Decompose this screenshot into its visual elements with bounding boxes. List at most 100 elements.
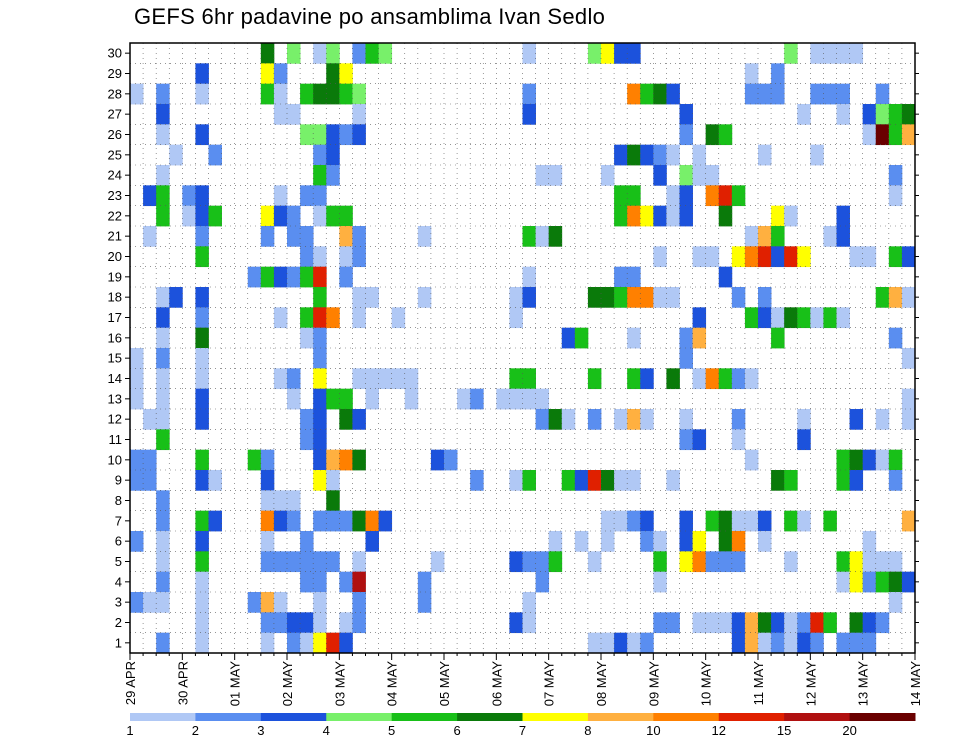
precip-cell (195, 348, 209, 369)
precip-cell (287, 510, 301, 532)
precip-cell (273, 510, 288, 532)
precip-cell (679, 165, 693, 186)
precip-cell (758, 531, 772, 552)
precip-cell (601, 531, 615, 552)
precip-cell (640, 632, 654, 654)
precip-cell (313, 144, 327, 166)
precip-cell (339, 612, 353, 634)
precip-cell (849, 612, 864, 634)
precip-cell (535, 551, 550, 573)
precip-cell (823, 307, 837, 329)
precip-cell (143, 470, 157, 491)
precip-cell (653, 205, 667, 227)
precip-cell (758, 307, 772, 329)
precip-cell (195, 185, 209, 207)
precip-cell (273, 592, 288, 613)
precip-cell (901, 409, 916, 430)
precip-cell (836, 104, 850, 125)
x-tick-label: 11 MAY (751, 661, 766, 706)
precip-cell (653, 144, 667, 166)
precip-cell (823, 612, 837, 634)
precip-cell (260, 83, 275, 105)
precip-cell (758, 226, 772, 247)
precip-cell (705, 510, 720, 532)
precip-cell (509, 612, 523, 634)
precip-cell (888, 165, 903, 186)
y-tick-label: 19 (108, 269, 122, 284)
precip-cell (731, 368, 746, 390)
precip-cell (758, 287, 772, 308)
colorbar-segment (784, 713, 851, 721)
x-tick-label: 02 MAY (280, 661, 295, 707)
precip-cell (744, 632, 759, 654)
precip-cell (601, 510, 615, 532)
precip-cell (300, 124, 314, 146)
x-tick-label: 29 APR (123, 661, 138, 705)
precip-cell (627, 185, 641, 207)
precip-cell (561, 409, 576, 430)
precip-cell (784, 632, 798, 654)
precip-cell (195, 632, 209, 654)
precip-cell (640, 83, 654, 105)
precip-cell (744, 612, 759, 634)
precip-cell (758, 510, 772, 532)
precip-cell (339, 510, 353, 532)
precip-cell (195, 246, 209, 268)
precip-cell (273, 104, 288, 125)
precip-cell (273, 205, 288, 227)
precip-cell (836, 571, 850, 593)
precip-cell (758, 632, 772, 654)
precip-cell (313, 165, 327, 186)
precip-cell (287, 388, 301, 410)
y-tick-label: 25 (108, 147, 122, 162)
precip-cell (156, 388, 170, 410)
precip-cell (901, 571, 916, 593)
precip-cell (208, 470, 222, 491)
precip-cell (614, 205, 628, 227)
precip-cell (758, 83, 772, 105)
precip-cell (771, 226, 785, 247)
precip-cell (614, 510, 628, 532)
precip-cell (156, 429, 170, 451)
precip-cell (260, 205, 275, 227)
precip-cell (627, 409, 641, 430)
precip-cell (718, 185, 733, 207)
colorbar-label: 1 (126, 723, 133, 738)
y-tick-label: 5 (115, 554, 122, 569)
precip-cell (587, 43, 602, 64)
y-tick-label: 4 (115, 574, 122, 589)
precip-cell (273, 63, 288, 85)
precip-cell (326, 510, 340, 532)
precip-cell (679, 327, 693, 349)
precip-cell (535, 226, 550, 247)
precip-cell (156, 205, 170, 227)
precip-cell (731, 551, 746, 573)
precip-cell (574, 531, 589, 552)
precip-cell (273, 490, 288, 512)
precip-cell (823, 43, 837, 64)
precip-cell (326, 470, 340, 491)
precip-cell (156, 632, 170, 654)
precip-cell (247, 592, 262, 613)
precip-cell (823, 510, 837, 532)
precip-cell (352, 449, 366, 471)
y-tick-label: 23 (108, 188, 122, 203)
y-tick-label: 26 (108, 127, 122, 142)
precip-cell (130, 368, 144, 390)
precip-cell (888, 287, 903, 308)
precip-cell (404, 388, 419, 410)
precip-cell (705, 246, 720, 268)
y-tick-label: 10 (108, 452, 122, 467)
precip-cell (784, 551, 798, 573)
precip-cell (718, 531, 733, 552)
precip-cell (300, 327, 314, 349)
precip-cell (574, 327, 589, 349)
colorbar-label: 5 (388, 723, 395, 738)
precip-cell (352, 43, 366, 64)
precip-cell (195, 307, 209, 329)
precip-cell (156, 327, 170, 349)
precip-cell (313, 348, 327, 369)
x-tick-label: 10 MAY (699, 661, 714, 707)
precip-cell (679, 409, 693, 430)
x-tick-label: 06 MAY (489, 661, 504, 707)
